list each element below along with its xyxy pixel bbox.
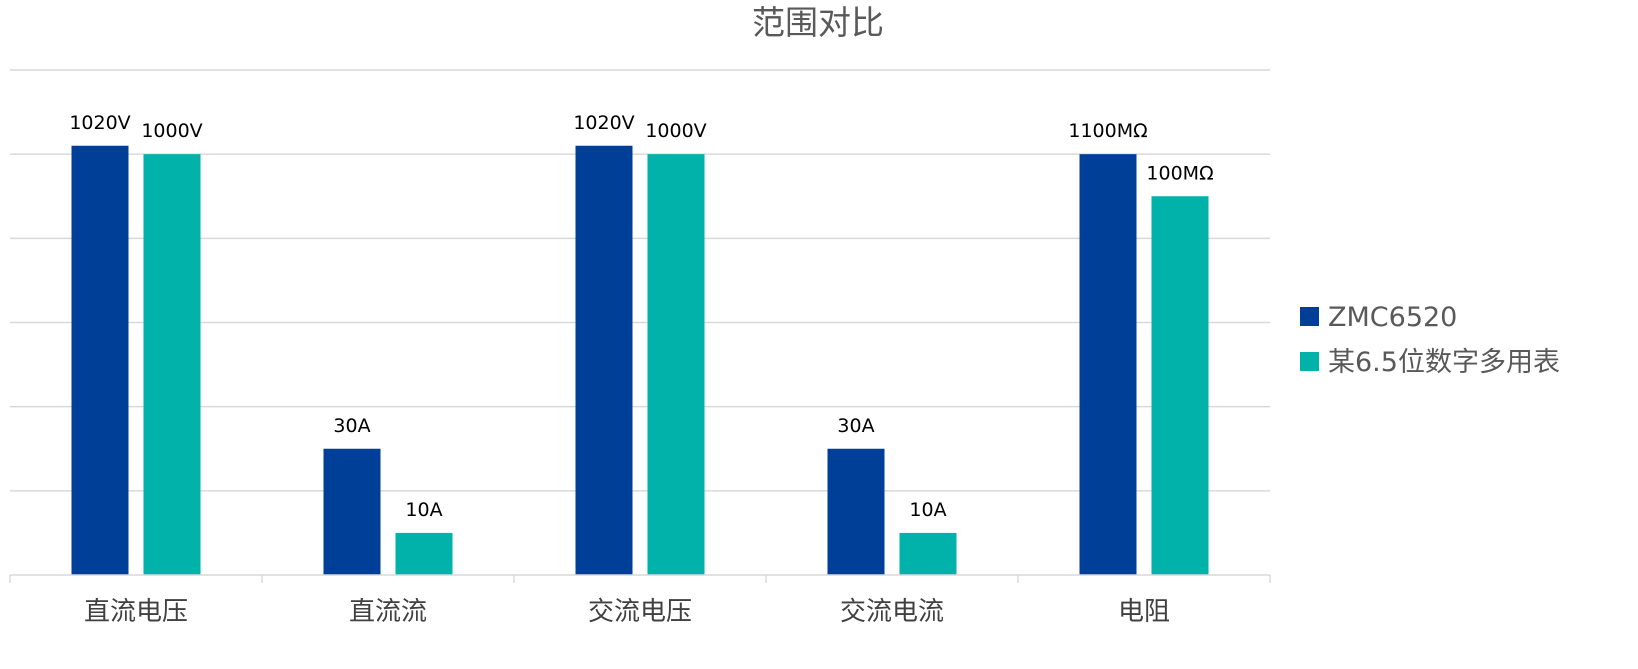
data-label: 1000V — [141, 120, 202, 142]
data-label: 1100MΩ — [1068, 120, 1147, 142]
data-label: 1000V — [645, 120, 706, 142]
data-labels: 1020V 30A 1020V 30A 1100MΩ 1000V 10A 1000V 10A 10… — [69, 112, 1213, 521]
chart-title: 范围对比 — [752, 3, 884, 42]
x-tick-label: 交流电流 — [840, 597, 944, 627]
bar — [575, 145, 633, 575]
bar — [1079, 154, 1137, 575]
legend: ZMC6520 某6.5位数字多用表 — [1300, 302, 1560, 378]
x-tick-label: 直流流 — [349, 597, 427, 627]
data-label: 10A — [909, 499, 946, 521]
data-label: 10A — [405, 499, 442, 521]
bar — [1151, 196, 1209, 575]
legend-label: ZMC6520 — [1328, 302, 1457, 333]
bar — [647, 154, 705, 575]
x-tick-label: 交流电压 — [588, 597, 692, 627]
data-label: 100MΩ — [1146, 162, 1213, 184]
legend-label: 某6.5位数字多用表 — [1328, 347, 1560, 378]
gridlines — [10, 69, 1270, 492]
bar — [899, 532, 957, 575]
bar — [827, 448, 885, 575]
data-label: 1020V — [573, 112, 634, 134]
data-label: 30A — [837, 415, 874, 437]
legend-swatch — [1300, 307, 1319, 326]
bars — [71, 145, 1209, 575]
x-axis: 直流电压 直流流 交流电压 交流电流 电阻 — [9, 574, 1271, 627]
bar — [143, 154, 201, 575]
bar — [395, 532, 453, 575]
x-tick-label: 电阻 — [1118, 597, 1170, 627]
data-label: 30A — [333, 415, 370, 437]
legend-swatch — [1300, 352, 1319, 371]
x-tick-label: 直流电压 — [84, 597, 188, 627]
bar — [71, 145, 129, 575]
data-label: 1020V — [69, 112, 130, 134]
bar — [323, 448, 381, 575]
